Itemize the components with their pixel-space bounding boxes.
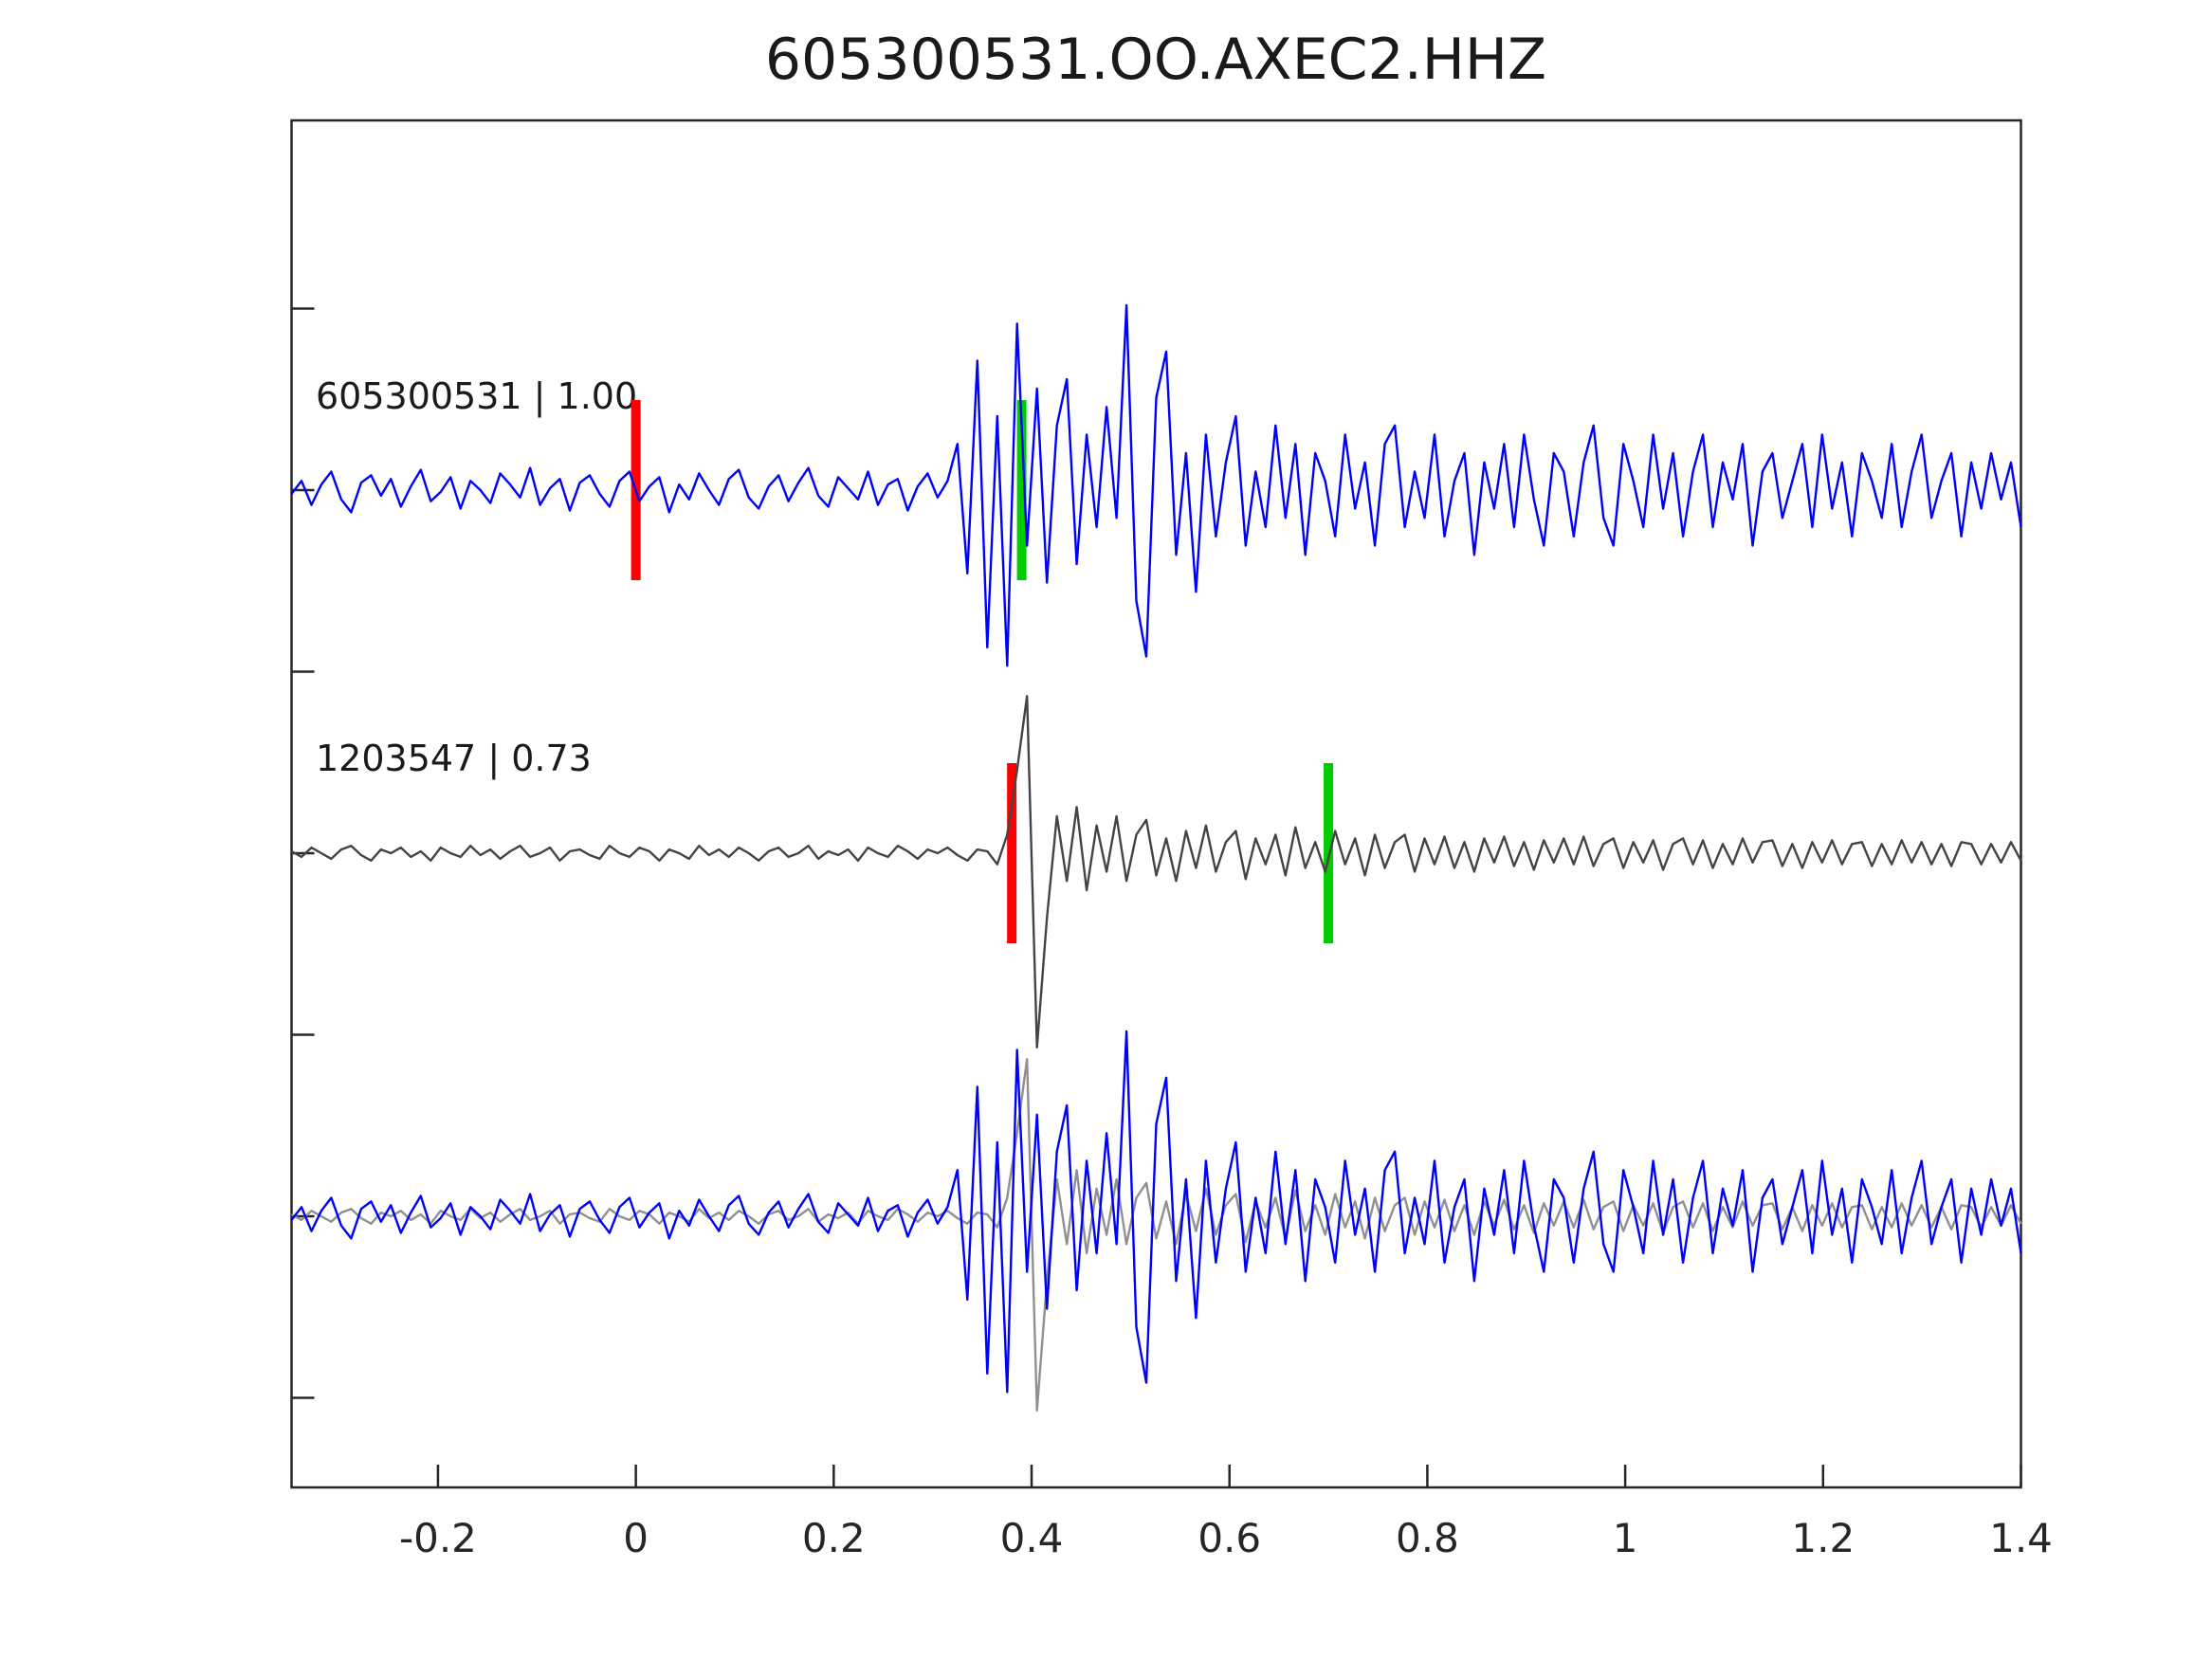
x-tick-label: 1.2 [1791, 1515, 1855, 1561]
x-tick-label: 0.8 [1396, 1515, 1459, 1561]
detection-trace-label: 1203547 | 0.73 [316, 738, 592, 779]
x-tick-label: 1 [1613, 1515, 1638, 1561]
x-tick-label: 0 [623, 1515, 649, 1561]
overlay-trace-waveform-template [290, 1030, 2022, 1394]
axes-frame [290, 118, 2022, 1489]
x-tick-label: 0.4 [1000, 1515, 1064, 1561]
chart-title: 605300531.OO.AXEC2.HHZ [764, 27, 1547, 93]
x-tick-label: 1.4 [1989, 1515, 2053, 1561]
x-tick-label: -0.2 [399, 1515, 477, 1561]
template-trace-waveform-template [290, 303, 2022, 667]
detection-trace-waveform-detection [290, 695, 2022, 1049]
template-trace-label: 605300531 | 1.00 [316, 375, 638, 417]
x-tick-label: 0.2 [802, 1515, 866, 1561]
overlay-trace-waveform-detection [290, 1058, 2022, 1413]
x-tick-label: 0.6 [1197, 1515, 1261, 1561]
